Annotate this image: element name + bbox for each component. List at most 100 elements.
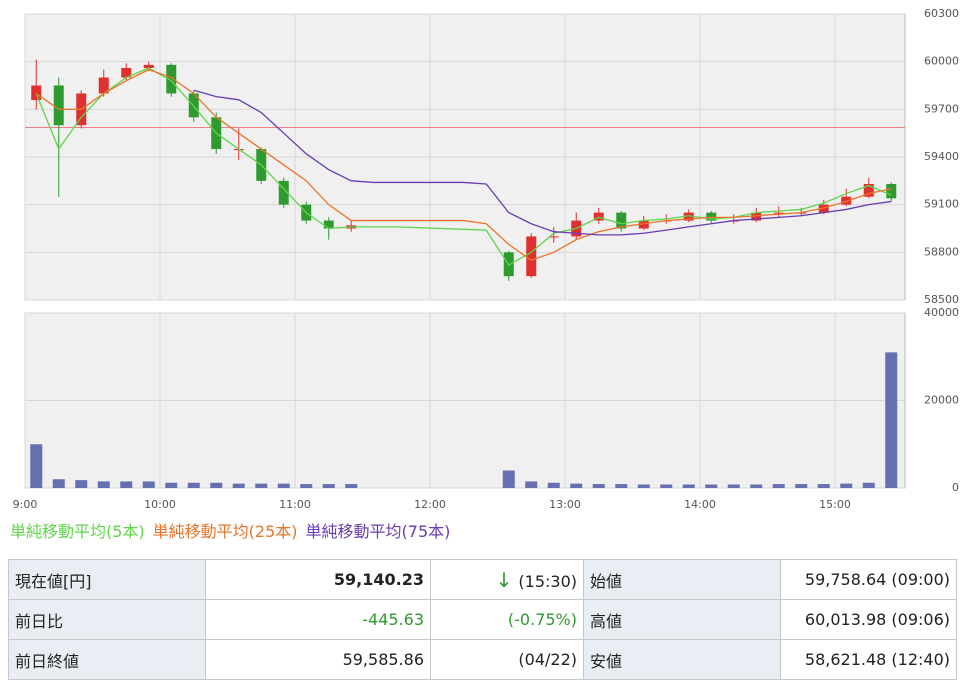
volume-bar: [142, 481, 155, 488]
x-tick-label: 15:00: [819, 498, 851, 511]
volume-bar: [502, 470, 515, 488]
label: 高値: [583, 599, 781, 640]
x-tick-label: 13:00: [549, 498, 581, 511]
value: 59,585.86: [205, 639, 431, 680]
ma-line: [193, 89, 892, 236]
value: 59,140.23: [205, 559, 431, 600]
legend-entry: 単純移動平均(5本): [10, 522, 145, 541]
y-tick-label: 0: [952, 481, 959, 494]
candle-body: [31, 85, 42, 101]
label: 前日終値: [8, 639, 206, 680]
volume-bar: [210, 482, 223, 488]
volume-bar: [660, 484, 673, 488]
y-tick-label: 58800: [924, 245, 959, 258]
value: 60,013.98 (09:06): [780, 599, 957, 640]
y-tick-label: 59100: [924, 198, 959, 211]
volume-bar: [277, 483, 290, 488]
x-tick-label: 10:00: [144, 498, 176, 511]
row: 前日終値 59,585.86 (04/22) 安値 58,621.48 (12:40): [8, 639, 957, 680]
volume-bar: [795, 484, 808, 488]
candle-body: [278, 180, 289, 205]
candle-body: [98, 77, 109, 94]
quote-table: 現在値[円] 59,140.23 ↓ (15:30) 始値 59,758.64 (09:0…: [8, 559, 957, 680]
volume-bar: [187, 482, 200, 488]
volume-bar: [817, 484, 830, 488]
y-tick-label: 60300: [924, 7, 959, 20]
time: (15:30): [518, 571, 577, 591]
ma-line: [35, 68, 892, 262]
x-tick-label: 14:00: [684, 498, 716, 511]
volume-bar: [772, 484, 785, 488]
volume-bar: [840, 483, 853, 488]
x-tick-label: 9:00: [13, 498, 38, 511]
value: -445.63: [205, 599, 431, 640]
candle-body: [863, 184, 874, 197]
candle-body: [323, 220, 334, 229]
candle-body: [526, 236, 537, 277]
candle-body: [53, 85, 64, 126]
volume-bar: [705, 484, 718, 488]
value: 59,758.64 (09:00): [780, 559, 957, 600]
volume-bar: [345, 484, 358, 488]
candle-body: [818, 204, 829, 213]
volume-bar: [592, 484, 605, 488]
y-tick-label: 40000: [924, 306, 959, 319]
y-tick-label: 58500: [924, 293, 959, 306]
volume-bar: [750, 484, 763, 488]
candle-body: [773, 212, 784, 214]
candle-body: [616, 212, 627, 229]
y-tick-label: 59400: [924, 150, 959, 163]
candle-body: [751, 212, 762, 221]
volume-bar: [300, 484, 313, 488]
volume-bar: [30, 444, 43, 488]
row: 前日比 -445.63 (-0.75%) 高値 60,013.98 (09:06): [8, 599, 957, 640]
down-arrow: ↓: [495, 567, 513, 592]
volume-bar: [232, 483, 245, 488]
candle-body: [886, 184, 897, 199]
volume-bar: [570, 483, 583, 488]
volume-bar: [97, 481, 110, 488]
label: 安値: [583, 639, 781, 680]
volume-bar: [255, 483, 268, 488]
note: ↓ (15:30): [430, 559, 584, 600]
value: 58,621.48 (12:40): [780, 639, 957, 680]
volume-bar: [615, 484, 628, 488]
candle-body: [706, 212, 717, 221]
candle-body: [166, 64, 177, 94]
volume-bar: [637, 484, 650, 488]
y-tick-label: 59700: [924, 102, 959, 115]
volume-bar: [525, 481, 538, 488]
y-tick-label: 60000: [924, 55, 959, 68]
volume-bar: [727, 484, 740, 488]
volume-bar: [547, 482, 560, 488]
candle-body: [121, 68, 132, 78]
volume-bar: [862, 482, 875, 488]
volume-bar: [682, 484, 695, 488]
label: 始値: [583, 559, 781, 600]
candle-body: [841, 196, 852, 205]
candle-body: [593, 212, 604, 221]
legend-entry: 単純移動平均(25本): [152, 522, 298, 541]
candle-body: [638, 220, 649, 229]
volume-bar: [165, 482, 178, 488]
candle-body: [683, 212, 694, 221]
label: 現在値[円]: [8, 559, 206, 600]
volume-bar: [322, 484, 335, 488]
volume-bar: [75, 480, 88, 488]
legend-entry: 単純移動平均(75本): [305, 522, 451, 541]
ma-line: [35, 67, 892, 266]
x-tick-label: 12:00: [414, 498, 446, 511]
label: 前日比: [8, 599, 206, 640]
note: (-0.75%): [430, 599, 584, 640]
chart: 58500 58800 59100 59400 59700 60000 60300 0 2000…: [13, 7, 959, 511]
candle-body: [143, 64, 154, 69]
volume-bar: [120, 481, 133, 488]
volume-bar: [885, 352, 898, 488]
volume-bar: [52, 479, 65, 488]
note: (04/22): [430, 639, 584, 680]
legend: 単純移動平均(5本) 単純移動平均(25本) 単純移動平均(75本): [10, 518, 458, 542]
y-tick-label: 20000: [924, 394, 959, 407]
x-tick-label: 11:00: [279, 498, 311, 511]
row: 現在値[円] 59,140.23 ↓ (15:30) 始値 59,758.64 (09:0…: [8, 559, 957, 600]
